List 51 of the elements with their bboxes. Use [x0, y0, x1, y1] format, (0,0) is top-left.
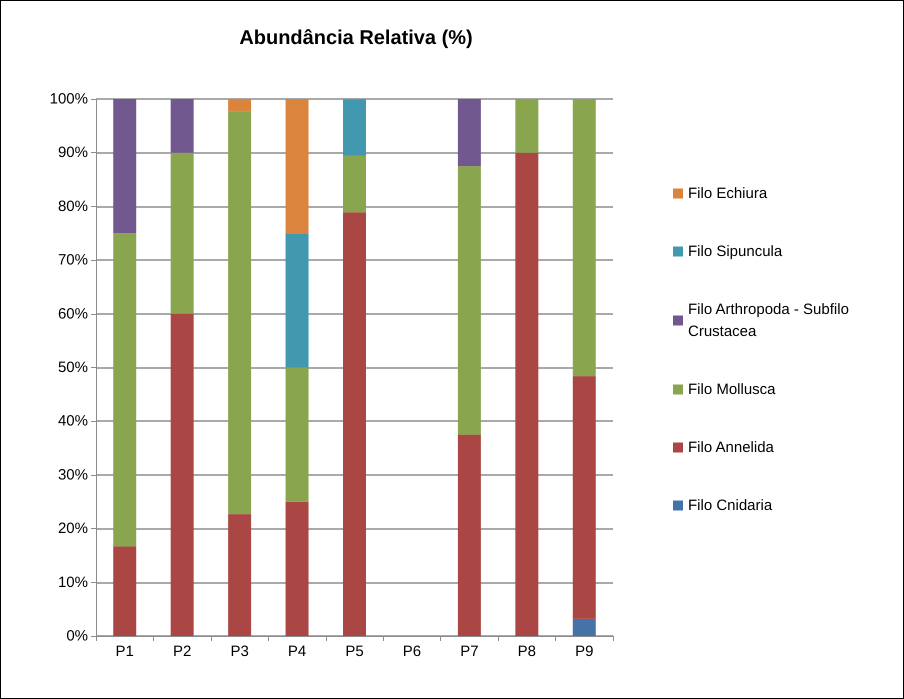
bar — [286, 99, 309, 234]
legend-label: Filo Sipuncula — [688, 243, 783, 260]
bar — [170, 152, 194, 314]
bar — [343, 156, 366, 212]
y-tick-label: 40% — [58, 412, 88, 430]
bar — [515, 99, 538, 153]
x-tick-label: P1 — [116, 643, 134, 660]
bar — [228, 111, 252, 514]
legend-label: Filo Mollusca — [688, 381, 776, 398]
bar — [458, 434, 481, 636]
x-tick-label: P9 — [575, 643, 594, 660]
bar — [572, 99, 596, 376]
bar — [458, 99, 481, 166]
y-tick-label: 90% — [58, 144, 88, 162]
legend-label: Filo Cnidaria — [688, 497, 773, 514]
bar — [113, 99, 136, 234]
legend-label: Filo Annelida — [688, 439, 775, 456]
bar — [113, 233, 136, 546]
bar — [572, 376, 596, 619]
bar — [170, 314, 194, 636]
chart-title: Abundância Relativa (%) — [239, 27, 473, 49]
y-tick-label: 100% — [50, 90, 88, 108]
x-tick-label: P7 — [460, 643, 479, 660]
y-tick-label: 80% — [58, 198, 88, 215]
y-tick-label: 30% — [58, 466, 88, 484]
bar — [343, 212, 366, 636]
bar — [515, 152, 538, 636]
y-tick-label: 0% — [66, 628, 88, 644]
bar — [286, 233, 309, 368]
x-tick-label: P3 — [230, 643, 249, 660]
x-tick-label: P8 — [518, 643, 536, 660]
x-tick-label: P4 — [288, 643, 306, 660]
bar — [286, 502, 309, 636]
bar — [458, 166, 481, 435]
bar — [170, 99, 194, 153]
bar — [572, 618, 596, 636]
y-tick-label: 10% — [58, 574, 88, 591]
bar — [343, 100, 366, 156]
bar — [113, 546, 136, 636]
y-tick-label: 50% — [58, 359, 88, 376]
bar — [228, 514, 252, 636]
legend-label: Filo Echiura — [688, 185, 768, 202]
bar — [228, 99, 252, 112]
bar — [286, 368, 309, 502]
legend-label: Filo Arthropoda - Subfilo Crustacea — [688, 301, 854, 340]
x-tick-label: P5 — [345, 643, 364, 660]
x-tick-label: P2 — [172, 643, 192, 660]
y-tick-label: 70% — [58, 252, 88, 269]
y-tick-label: 20% — [58, 520, 88, 538]
y-tick-label: 60% — [58, 305, 88, 322]
x-tick-label: P6 — [402, 643, 422, 660]
